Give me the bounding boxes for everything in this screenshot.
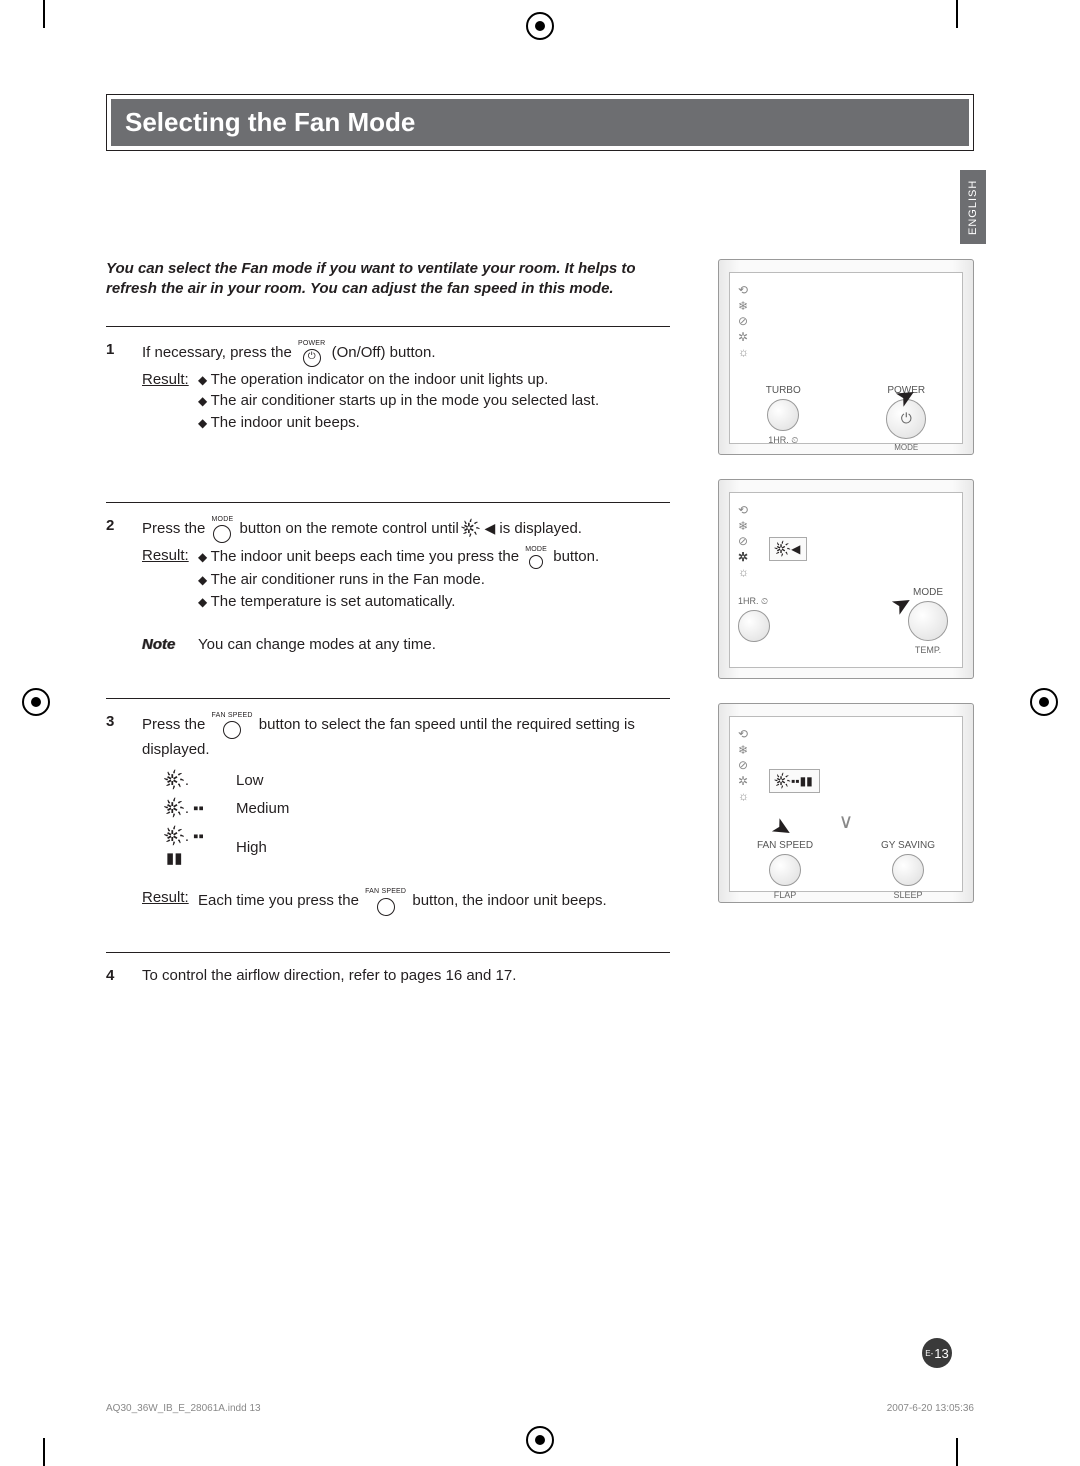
title-box: Selecting the Fan Mode xyxy=(106,94,974,151)
step-text: Press the xyxy=(142,520,210,537)
illustration-3: ⟲❄⊘✲☼ ✲҉▪▪▮▮ ∨ FAN SPEED FLAP GY SAVING xyxy=(718,703,974,903)
fan-speed-label: High xyxy=(236,837,267,859)
page-number: E-13 xyxy=(922,1338,952,1368)
result-text: button, the indoor unit beeps. xyxy=(412,892,606,909)
page-title: Selecting the Fan Mode xyxy=(111,99,969,146)
power-button-icon: POWER ⏻ xyxy=(298,339,325,367)
illustration-1: ⟲❄⊘✲☼ TURBO 1HR. ⏲ POWER ⏻ MODE xyxy=(718,259,974,455)
fan-speed-table: ✲҉. Low ✲҉. ▪▪ Medium ✲҉. ▪▪ ▮▮ High xyxy=(166,770,670,869)
step-4: 4 To control the airflow direction, refe… xyxy=(106,952,670,999)
step-text: If necessary, press the xyxy=(142,344,296,361)
crop-mark xyxy=(956,1438,958,1466)
saving-button: GY SAVING SLEEP xyxy=(881,840,935,900)
step-3: 3 Press the FAN SPEED button to select t… xyxy=(106,698,670,952)
mode-button: MODE TEMP. xyxy=(908,587,948,655)
mode-icons: ⟲❄⊘✲☼ xyxy=(738,727,749,805)
fan-speed-label: Low xyxy=(236,770,264,792)
onehr-button: 1HR. ⏲ xyxy=(738,592,770,642)
result-label: Result: xyxy=(142,887,198,915)
registration-mark xyxy=(526,12,554,40)
step-body: Press the FAN SPEED button to select the… xyxy=(142,711,670,916)
result-bullets: The operation indicator on the indoor un… xyxy=(198,369,670,434)
step-text: (On/Off) button. xyxy=(332,344,436,361)
note-label: Note xyxy=(142,634,198,656)
step-number: 3 xyxy=(106,711,126,916)
display-readout: ✲҉◀ xyxy=(769,537,807,561)
step-number: 1 xyxy=(106,339,126,434)
fan-speed-icon: ✲҉. xyxy=(166,770,214,792)
step-body: If necessary, press the POWER ⏻ (On/Off)… xyxy=(142,339,670,434)
mode-button-icon: MODE xyxy=(212,515,234,543)
fanspeed-button: FAN SPEED FLAP xyxy=(757,840,813,900)
step-2: 2 Press the MODE button on the remote co… xyxy=(106,502,670,698)
result-bullets: The indoor unit beeps each time you pres… xyxy=(198,545,670,613)
display-readout: ✲҉▪▪▮▮ xyxy=(769,769,820,793)
step-number: 2 xyxy=(106,515,126,657)
footer-file: AQ30_36W_IB_E_28061A.indd 13 xyxy=(106,1403,261,1414)
crop-mark xyxy=(43,1438,45,1466)
footer-date: 2007-6-20 13:05:36 xyxy=(887,1403,974,1414)
language-tab: ENGLISH xyxy=(960,170,986,244)
mode-icons: ⟲❄⊘✲☼ xyxy=(738,283,749,361)
step-text: is displayed. xyxy=(499,520,582,537)
note-text: You can change modes at any time. xyxy=(198,634,436,656)
step-text: button on the remote control until xyxy=(240,520,463,537)
footer: AQ30_36W_IB_E_28061A.indd 13 2007-6-20 1… xyxy=(106,1403,974,1414)
speed-row: ✲҉. Low xyxy=(166,770,670,792)
step-1: 1 If necessary, press the POWER ⏻ (On/Of… xyxy=(106,326,670,502)
step-text: Press the xyxy=(142,716,210,733)
mode-button-icon: MODE xyxy=(525,545,547,569)
registration-mark xyxy=(526,1426,554,1454)
step-number: 4 xyxy=(106,965,126,987)
result-label: Result: xyxy=(142,369,198,434)
step-body: Press the MODE button on the remote cont… xyxy=(142,515,670,657)
speed-row: ✲҉. ▪▪ ▮▮ High xyxy=(166,826,670,870)
result-text: Each time you press the xyxy=(198,892,363,909)
intro-text: You can select the Fan mode if you want … xyxy=(106,259,670,300)
crop-mark xyxy=(43,0,45,28)
speed-row: ✲҉. ▪▪ Medium xyxy=(166,798,670,820)
fan-speed-icon: ✲҉. ▪▪ ▮▮ xyxy=(166,826,214,870)
page-frame: Selecting the Fan Mode ENGLISH You can s… xyxy=(42,42,1038,1424)
fan-speed-icon: ✲҉. ▪▪ xyxy=(166,798,214,820)
mode-icons: ⟲❄⊘✲☼ xyxy=(738,503,749,581)
fanspeed-button-icon: FAN SPEED xyxy=(212,711,253,739)
illustration-column: ⟲❄⊘✲☼ TURBO 1HR. ⏲ POWER ⏻ MODE xyxy=(718,259,974,998)
fanspeed-button-icon: FAN SPEED xyxy=(365,887,406,915)
text-column: You can select the Fan mode if you want … xyxy=(106,259,670,998)
crop-mark xyxy=(956,0,958,28)
turbo-button: TURBO 1HR. ⏲ xyxy=(766,385,801,452)
illustration-2: ⟲❄⊘✲☼ ✲҉◀ 1HR. ⏲ MODE TEMP. xyxy=(718,479,974,679)
result-label: Result: xyxy=(142,545,198,613)
fan-speed-label: Medium xyxy=(236,798,289,820)
content-area: You can select the Fan mode if you want … xyxy=(106,259,974,998)
fan-icon: ✲҉ ◀ xyxy=(463,518,495,538)
step-text: To control the airflow direction, refer … xyxy=(142,965,670,987)
